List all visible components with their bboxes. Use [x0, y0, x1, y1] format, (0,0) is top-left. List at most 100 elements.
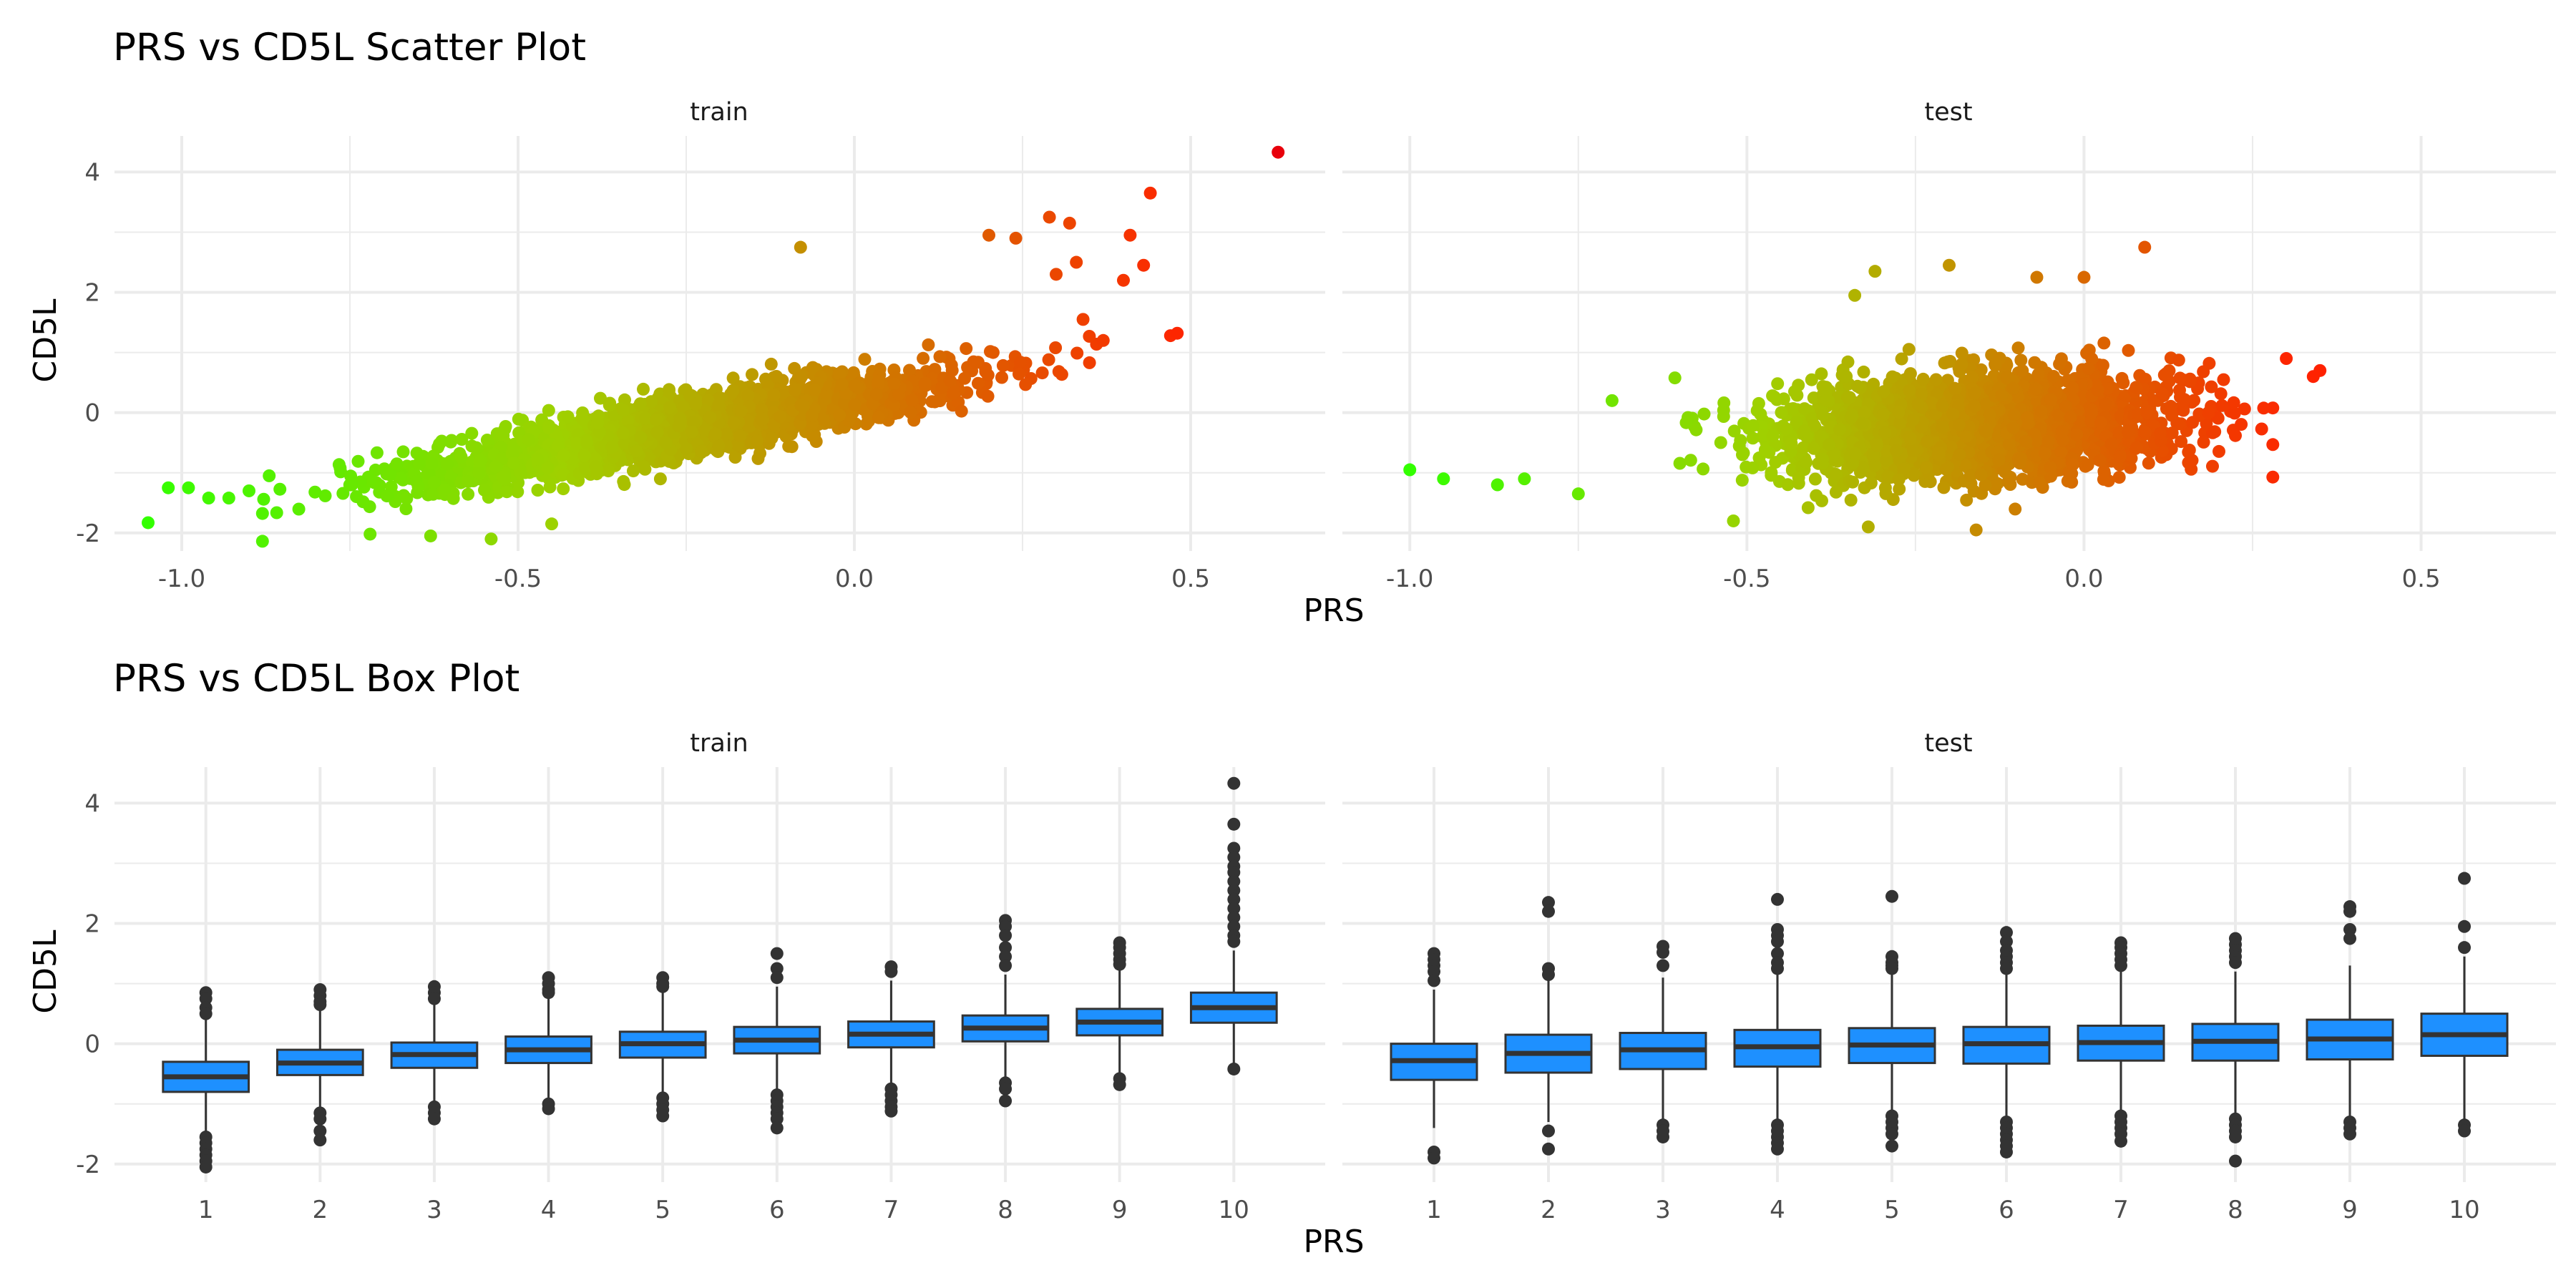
scatter-point [996, 358, 1010, 372]
scatter-point [594, 391, 607, 405]
scatter-point [2238, 402, 2251, 416]
scatter-point-outlier [424, 529, 437, 542]
scatter-point [1766, 429, 1780, 442]
x-tick-label: -0.5 [494, 565, 542, 593]
scatter-point [1797, 441, 1810, 454]
scatter-point [591, 416, 605, 429]
scatter-point [2185, 454, 2199, 467]
scatter-point [1013, 367, 1025, 381]
box-outlier [313, 1124, 327, 1138]
box-chart-title: PRS vs CD5L Box Plot [113, 657, 519, 701]
scatter-point [1893, 482, 1906, 496]
scatter-point [1880, 444, 1894, 458]
scatter-point [774, 410, 787, 424]
scatter-point [698, 424, 712, 437]
scatter-point [1019, 378, 1033, 391]
scatter-point [1906, 413, 1920, 426]
scatter-point [1735, 474, 1749, 487]
scatter-point [602, 464, 615, 478]
scatter-x-axis-title: PRS [1303, 592, 1364, 629]
scatter-point [2140, 406, 2153, 419]
scatter-point [2227, 396, 2240, 409]
scatter-point [905, 394, 919, 407]
scatter-point-outlier [1943, 258, 1956, 272]
scatter-point [1737, 447, 1750, 460]
scatter-point [1805, 373, 1818, 386]
scatter-point [2014, 452, 2028, 465]
scatter-point [351, 454, 365, 468]
x-tick-label: 3 [426, 1196, 442, 1224]
scatter-point [630, 444, 643, 458]
scatter-point [2139, 426, 2152, 439]
scatter-point-outlier [2077, 270, 2091, 284]
scatter-point [1968, 386, 1981, 400]
scatter-point [500, 485, 514, 499]
scatter-point [1926, 396, 1939, 410]
scatter-point [2266, 401, 2280, 415]
scatter-point-outlier [1272, 145, 1285, 159]
scatter-point [726, 384, 740, 397]
scatter-point-outlier [243, 484, 255, 497]
scatter-point [1819, 384, 1833, 397]
scatter-point-outlier [1571, 487, 1585, 501]
scatter-point-outlier [1437, 472, 1450, 486]
scatter-point [1727, 424, 1741, 438]
scatter-point [653, 472, 667, 486]
x-tick-label: 6 [769, 1196, 785, 1224]
scatter-point [1049, 341, 1063, 354]
scatter-point [2104, 437, 2118, 451]
scatter-point [426, 487, 440, 501]
scatter-point [1870, 439, 1884, 452]
scatter-point [1974, 468, 1988, 482]
scatter-point [933, 350, 947, 364]
box-outlier [427, 1112, 441, 1126]
scatter-point [1807, 419, 1821, 432]
scatter-point [946, 386, 960, 400]
scatter-point [659, 436, 673, 450]
scatter-point-outlier [1096, 333, 1110, 347]
scatter-point-outlier [2313, 364, 2327, 377]
scatter-point-outlier [1043, 210, 1056, 224]
scatter-point [663, 401, 676, 414]
scatter-point [455, 433, 469, 446]
scatter-point [2266, 438, 2280, 452]
scatter-point [872, 411, 885, 424]
scatter-point [703, 411, 717, 424]
scatter-point [2014, 353, 2028, 367]
scatter-point [2205, 380, 2218, 394]
scatter-point [1070, 346, 1084, 360]
scatter-point [541, 461, 555, 474]
scatter-point-outlier [162, 481, 175, 494]
scatter-point [469, 441, 483, 454]
scatter-point [579, 462, 592, 476]
scatter-point [663, 383, 675, 396]
scatter-point [833, 408, 847, 421]
scatter-point [1997, 463, 2011, 477]
scatter-point [345, 478, 358, 492]
scatter-point [1963, 469, 1977, 482]
scatter-point [943, 374, 957, 388]
scatter-point-outlier [142, 516, 155, 530]
scatter-point [1958, 459, 1972, 472]
scatter-point [496, 470, 509, 484]
scatter-point [370, 446, 384, 459]
scatter-point [394, 472, 407, 485]
scatter-point-outlier [1070, 255, 1083, 269]
scatter-point [788, 383, 801, 396]
box-3 [390, 980, 479, 1126]
scatter-point [1903, 367, 1917, 381]
scatter-point [727, 416, 741, 429]
scatter-point [2130, 441, 2144, 454]
scatter-point [833, 367, 847, 381]
scatter-point [650, 426, 664, 439]
box-outlier [313, 1133, 327, 1147]
scatter-point [2081, 458, 2094, 472]
scatter-point [618, 436, 631, 450]
scatter-point [2041, 435, 2055, 448]
scatter-point [972, 376, 985, 390]
x-tick-label: -1.0 [158, 565, 205, 593]
scatter-point [733, 429, 747, 443]
scatter-point [2212, 444, 2225, 458]
scatter-point [2029, 382, 2042, 396]
scatter-point-outlier [545, 517, 558, 531]
